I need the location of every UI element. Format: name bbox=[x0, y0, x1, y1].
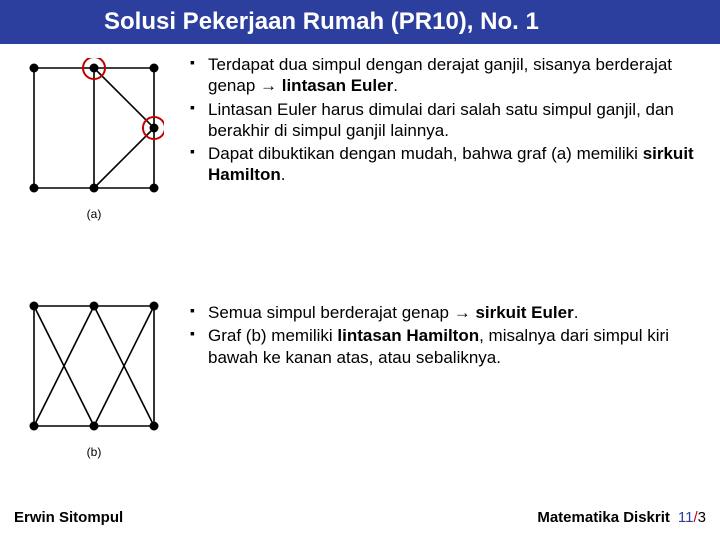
footer-page: 11/3 bbox=[678, 509, 706, 526]
graph-b bbox=[24, 296, 164, 441]
footer: Erwin Sitompul Matematika Diskrit 11/3 bbox=[0, 500, 720, 540]
bullet-item: Lintasan Euler harus dimulai dari salah … bbox=[190, 99, 710, 142]
title-bar: Solusi Pekerjaan Rumah (PR10), No. 1 bbox=[0, 0, 720, 44]
graph-a-label: (a) bbox=[24, 207, 164, 221]
footer-course: Matematika Diskrit bbox=[537, 509, 670, 526]
page-current: 11 bbox=[678, 509, 694, 526]
graph-a-container: (a) bbox=[24, 58, 164, 221]
footer-author: Erwin Sitompul bbox=[14, 509, 123, 526]
content-area: (a) (b) Terdapat dua simpul dengan deraj… bbox=[0, 44, 720, 500]
bullet-item: Dapat dibuktikan dengan mudah, bahwa gra… bbox=[190, 143, 710, 186]
graph-a bbox=[24, 58, 164, 203]
page-title: Solusi Pekerjaan Rumah (PR10), No. 1 bbox=[104, 8, 539, 36]
bullet-item: Semua simpul berderajat genap → sirkuit … bbox=[190, 302, 710, 323]
footer-right: Matematika Diskrit 11/3 bbox=[537, 509, 706, 526]
bullets-b: Semua simpul berderajat genap → sirkuit … bbox=[190, 302, 710, 370]
bullet-item: Graf (b) memiliki lintasan Hamilton, mis… bbox=[190, 325, 710, 368]
bullet-item: Terdapat dua simpul dengan derajat ganji… bbox=[190, 54, 710, 97]
bullets-a: Terdapat dua simpul dengan derajat ganji… bbox=[190, 54, 710, 188]
page-total: 3 bbox=[698, 509, 706, 526]
graph-b-container: (b) bbox=[24, 296, 164, 459]
graph-b-label: (b) bbox=[24, 445, 164, 459]
